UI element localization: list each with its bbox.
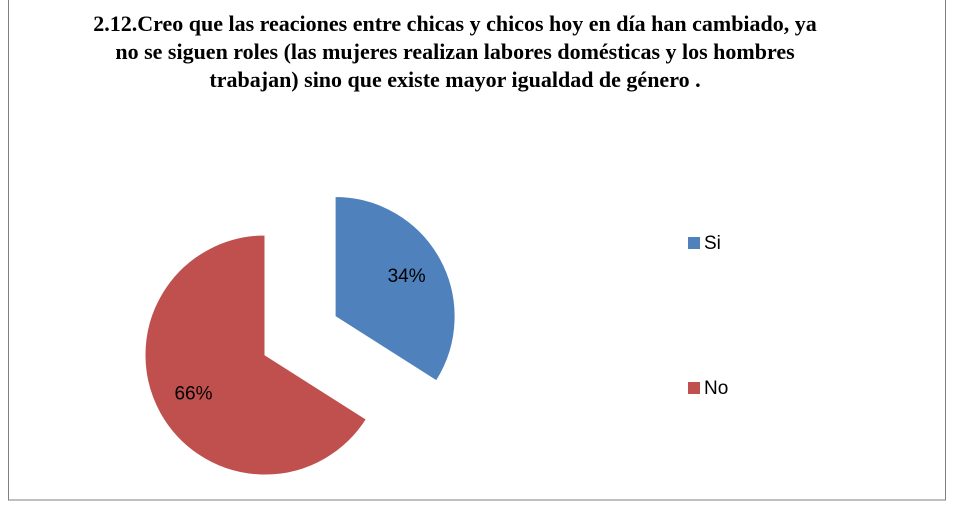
pie-slice [144, 234, 368, 476]
legend-label: Si [704, 233, 721, 254]
legend-swatch [688, 237, 700, 249]
pie-slice [334, 195, 456, 382]
legend-label: No [704, 378, 728, 399]
chart-title: 2.12.Creo que las reaciones entre chicas… [93, 11, 817, 92]
data-label: 66% [174, 383, 212, 404]
data-label: 34% [388, 266, 426, 287]
legend-swatch [688, 382, 700, 394]
chart-frame [8, 0, 946, 501]
